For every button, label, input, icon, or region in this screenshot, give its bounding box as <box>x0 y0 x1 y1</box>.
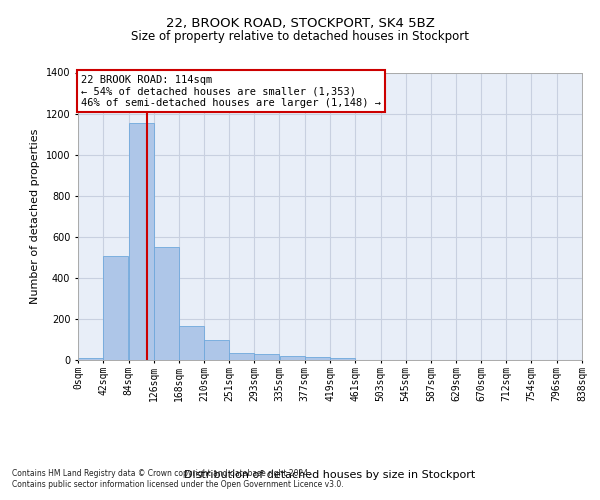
Bar <box>128 123 154 360</box>
Text: Contains HM Land Registry data © Crown copyright and database right 2024.: Contains HM Land Registry data © Crown c… <box>12 468 311 477</box>
Text: 22, BROOK ROAD, STOCKPORT, SK4 5BZ: 22, BROOK ROAD, STOCKPORT, SK4 5BZ <box>166 18 434 30</box>
Bar <box>179 326 204 360</box>
Y-axis label: Number of detached properties: Number of detached properties <box>30 128 40 304</box>
Bar <box>229 353 254 360</box>
Bar <box>154 248 179 360</box>
Text: Size of property relative to detached houses in Stockport: Size of property relative to detached ho… <box>131 30 469 43</box>
Bar <box>78 358 103 360</box>
Bar <box>305 357 330 360</box>
Bar <box>103 256 128 360</box>
Bar <box>330 358 355 360</box>
Text: 22 BROOK ROAD: 114sqm
← 54% of detached houses are smaller (1,353)
46% of semi-d: 22 BROOK ROAD: 114sqm ← 54% of detached … <box>81 74 381 108</box>
Bar <box>280 356 305 360</box>
Text: Contains public sector information licensed under the Open Government Licence v3: Contains public sector information licen… <box>12 480 344 489</box>
Bar <box>205 340 229 360</box>
Bar <box>254 354 280 360</box>
X-axis label: Distribution of detached houses by size in Stockport: Distribution of detached houses by size … <box>184 470 476 480</box>
